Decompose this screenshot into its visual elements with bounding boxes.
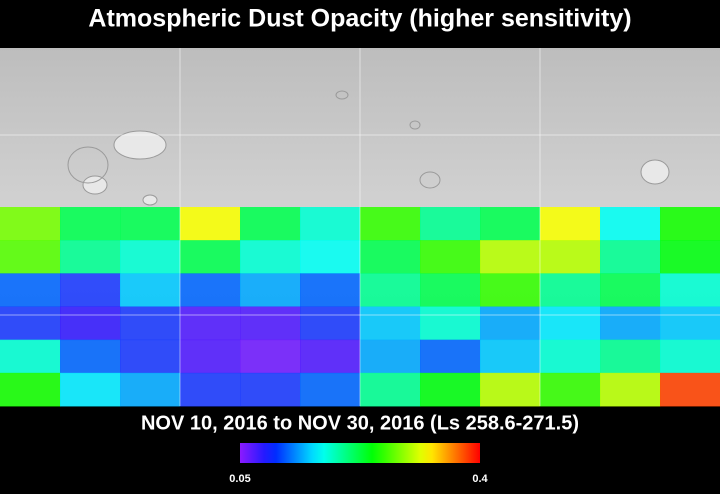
opacity-cell xyxy=(240,273,301,307)
opacity-cell xyxy=(180,372,241,407)
opacity-cell xyxy=(480,273,541,307)
opacity-cell xyxy=(420,207,481,241)
opacity-cell xyxy=(660,273,720,307)
opacity-cell xyxy=(300,207,361,241)
opacity-cell xyxy=(120,306,181,341)
opacity-cell xyxy=(300,240,361,274)
opacity-cell xyxy=(360,273,421,307)
opacity-cell xyxy=(240,240,301,274)
graticule xyxy=(0,48,720,406)
opacity-cell xyxy=(300,339,361,374)
opacity-cell xyxy=(60,273,121,307)
opacity-cell xyxy=(540,207,601,241)
opacity-cell xyxy=(420,273,481,307)
opacity-cell xyxy=(660,372,720,407)
opacity-cell xyxy=(120,240,181,274)
opacity-cell xyxy=(0,372,61,407)
opacity-cell xyxy=(180,306,241,341)
opacity-cell xyxy=(420,306,481,341)
opacity-cell xyxy=(360,240,421,274)
opacity-cell xyxy=(60,339,121,374)
opacity-cell xyxy=(480,207,541,241)
opacity-cell xyxy=(300,306,361,341)
opacity-cell xyxy=(360,372,421,407)
opacity-cell xyxy=(180,240,241,274)
opacity-cell xyxy=(240,339,301,374)
opacity-grid xyxy=(0,207,720,407)
opacity-cell xyxy=(180,273,241,307)
opacity-cell xyxy=(600,273,661,307)
opacity-cell xyxy=(540,372,601,407)
colorbar xyxy=(240,443,480,463)
opacity-cell xyxy=(300,372,361,407)
opacity-cell xyxy=(120,372,181,407)
opacity-cell xyxy=(600,240,661,274)
opacity-cell xyxy=(360,207,421,241)
opacity-cell xyxy=(60,372,121,407)
opacity-cell xyxy=(60,306,121,341)
opacity-cell xyxy=(180,339,241,374)
opacity-cell xyxy=(480,240,541,274)
opacity-cell xyxy=(660,339,720,374)
terrain-features xyxy=(67,90,670,206)
opacity-cell xyxy=(240,306,301,341)
opacity-cell xyxy=(480,372,541,407)
opacity-cell xyxy=(360,339,421,374)
opacity-cell xyxy=(600,306,661,341)
opacity-cell xyxy=(600,207,661,241)
opacity-cell xyxy=(300,273,361,307)
opacity-cell xyxy=(120,207,181,241)
opacity-cell xyxy=(240,207,301,241)
opacity-cell xyxy=(0,273,61,307)
opacity-cell xyxy=(360,306,421,341)
opacity-cell xyxy=(0,240,61,274)
opacity-cell xyxy=(540,240,601,274)
date-range: NOV 10, 2016 to NOV 30, 2016 (Ls 258.6-2… xyxy=(141,412,579,434)
opacity-cell xyxy=(240,372,301,407)
colorbar-tick-label: 0.4 xyxy=(472,473,488,485)
opacity-cell xyxy=(540,339,601,374)
opacity-cell xyxy=(0,339,61,374)
opacity-cell xyxy=(420,339,481,374)
opacity-cell xyxy=(60,240,121,274)
opacity-cell xyxy=(420,240,481,274)
opacity-cell xyxy=(540,273,601,307)
opacity-cell xyxy=(660,207,720,241)
colorbar-tick-label: 0.05 xyxy=(229,473,250,485)
opacity-cell xyxy=(600,339,661,374)
opacity-cell xyxy=(60,207,121,241)
opacity-cell xyxy=(0,306,61,341)
opacity-cell xyxy=(660,240,720,274)
opacity-cell xyxy=(180,207,241,241)
opacity-cell xyxy=(660,306,720,341)
opacity-cell xyxy=(120,273,181,307)
opacity-cell xyxy=(420,372,481,407)
opacity-cell xyxy=(480,306,541,341)
opacity-cell xyxy=(480,339,541,374)
opacity-cell xyxy=(600,372,661,407)
title: Atmospheric Dust Opacity (higher sensiti… xyxy=(88,5,631,33)
opacity-cell xyxy=(540,306,601,341)
opacity-cell xyxy=(120,339,181,374)
opacity-cell xyxy=(0,207,61,241)
